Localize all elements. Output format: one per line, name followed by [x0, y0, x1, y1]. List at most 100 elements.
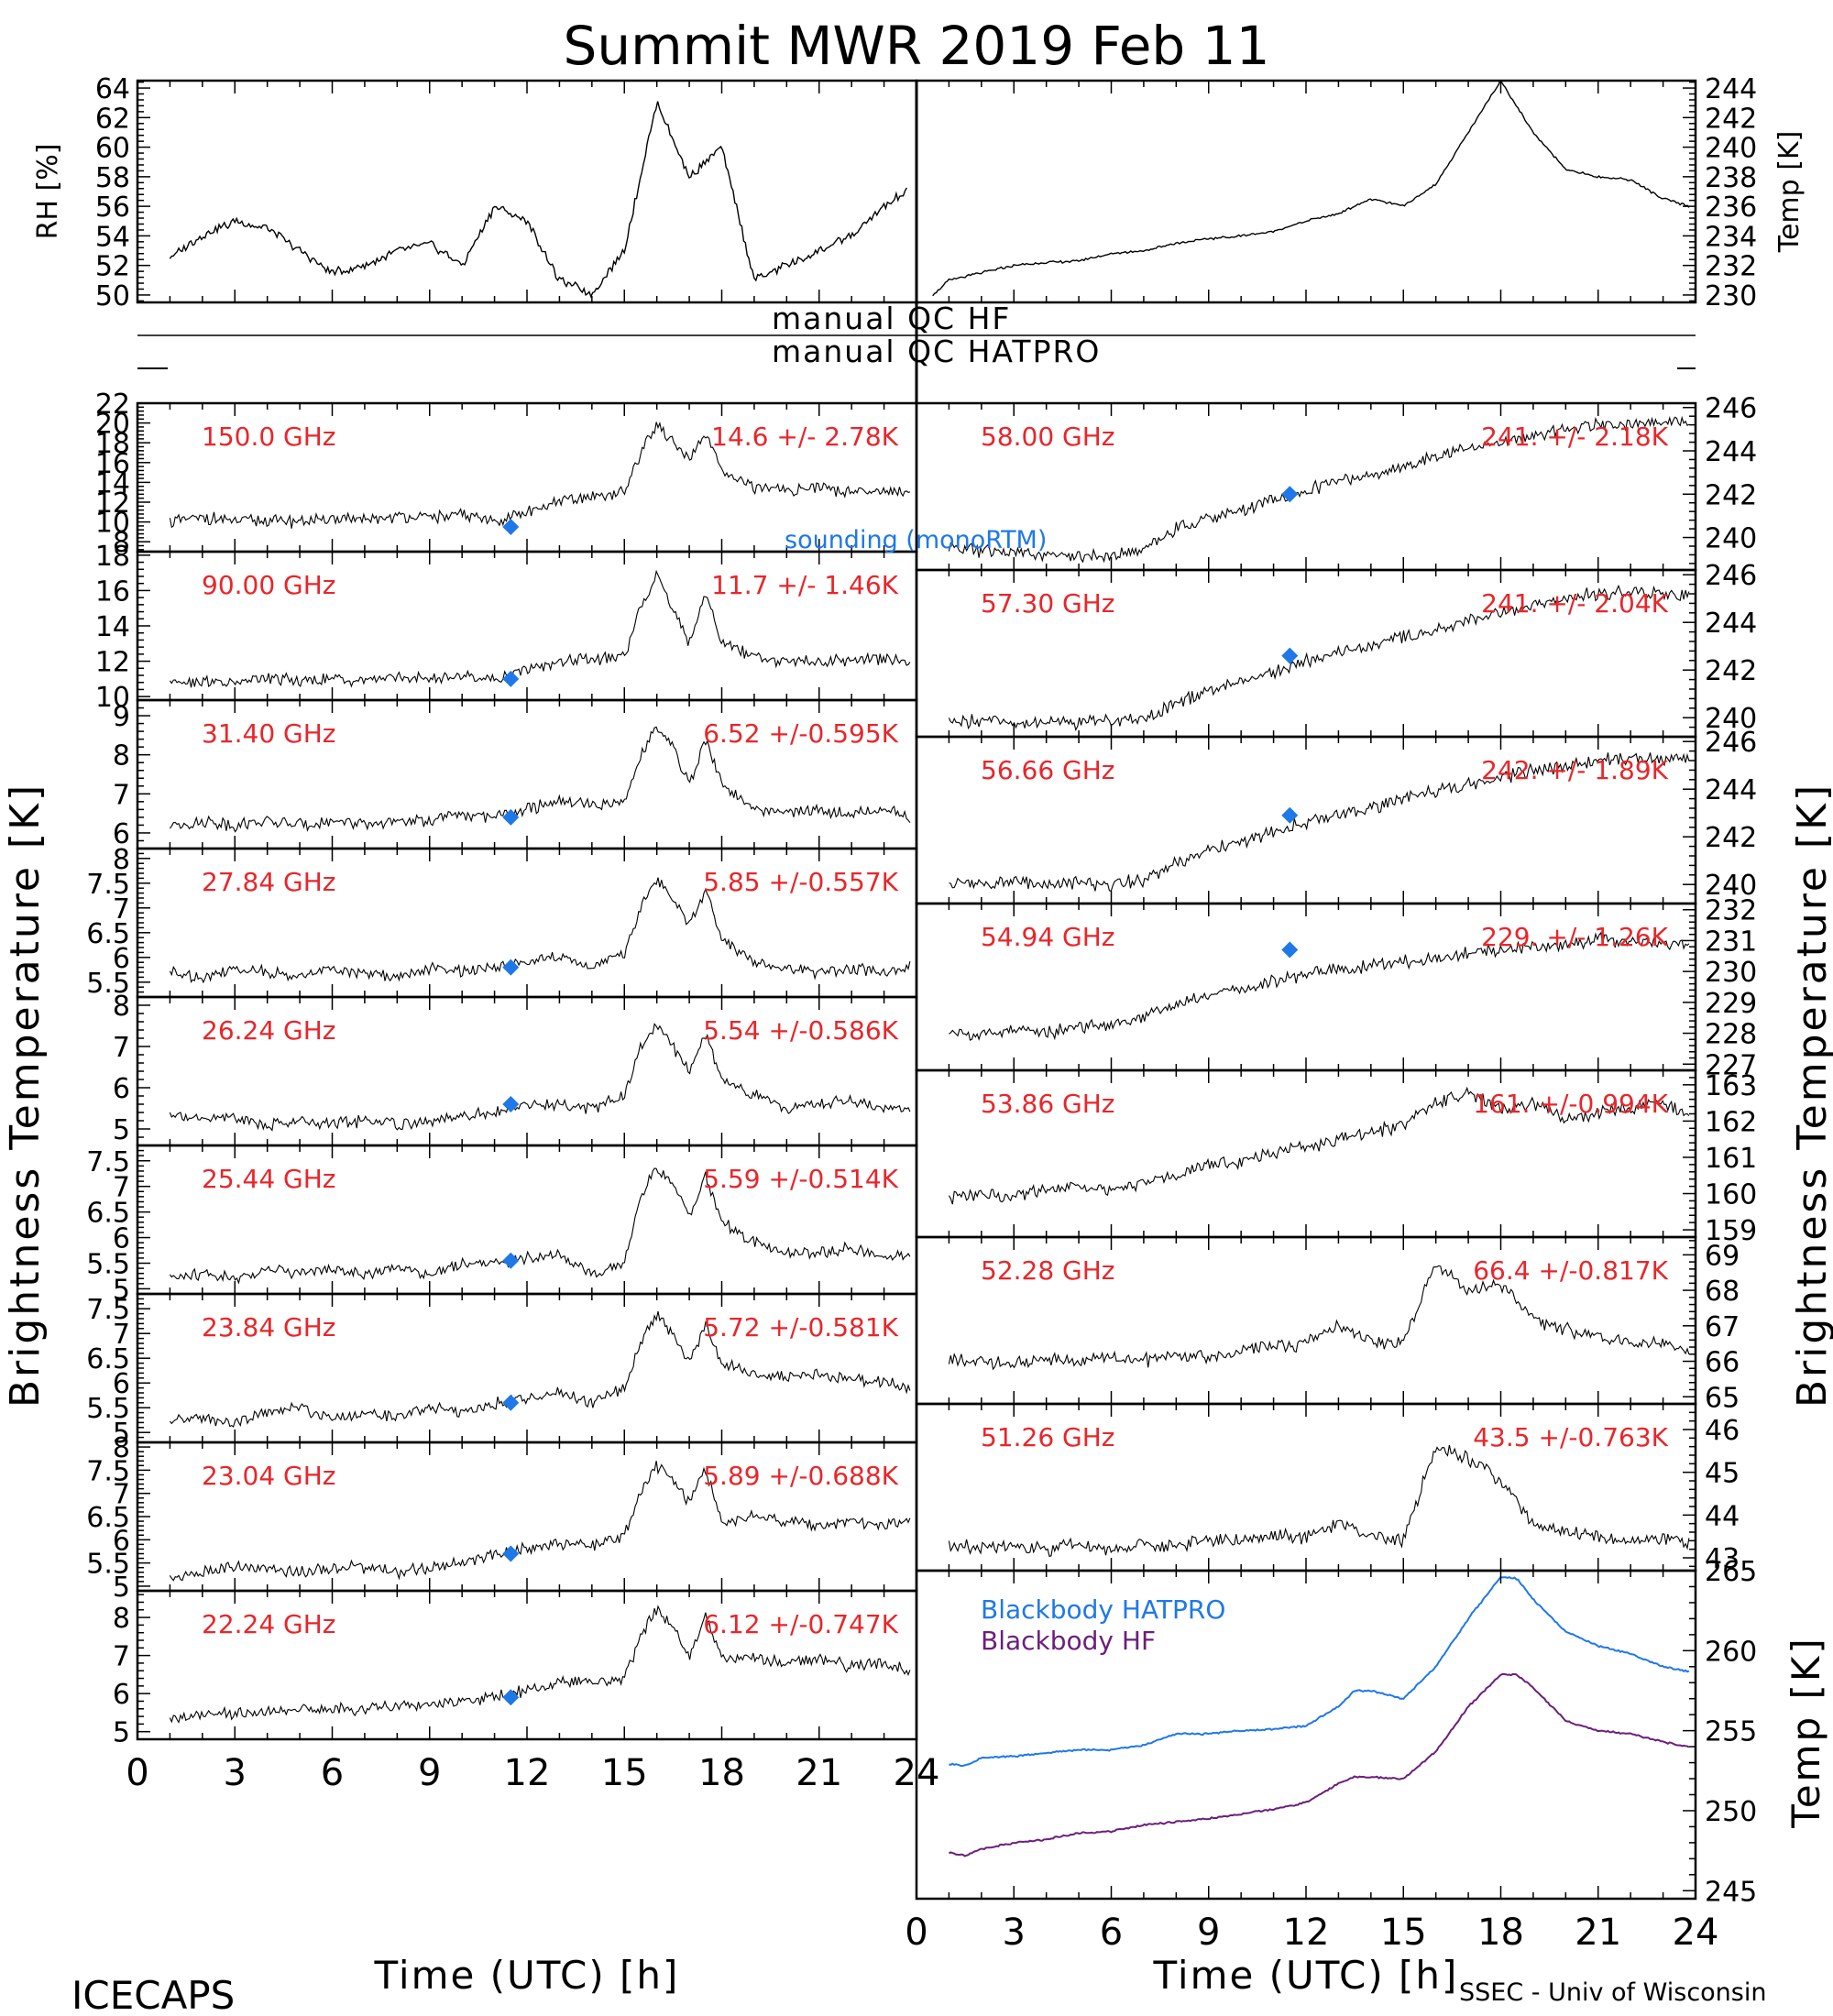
- left-series-line-0: [169, 422, 911, 529]
- right-ytick-label-4-3: 162: [1705, 1106, 1757, 1138]
- right-series-line-3: [949, 931, 1690, 1041]
- right-xtick-label-4: 12: [1283, 1912, 1330, 1954]
- right-ytick-label-2-2: 244: [1705, 774, 1757, 806]
- left-ytick-label-2-3: 9: [113, 701, 130, 733]
- left-ytick-label-4-2: 7: [113, 1032, 130, 1064]
- right-ytick-label-5-3: 68: [1705, 1276, 1740, 1308]
- right-ytick-label-met-1: 232: [1705, 251, 1757, 283]
- left-ytick-label-0-5: 18: [95, 428, 130, 460]
- right-ytick-label-3-3: 230: [1705, 957, 1757, 989]
- left-sounding-marker-4: [502, 1096, 520, 1112]
- right-ytick-label-2-0: 240: [1705, 870, 1757, 902]
- left-ytick-label-2-0: 6: [113, 818, 130, 850]
- left-ytick-label-1-1: 12: [95, 647, 130, 679]
- left-ytick-label-1-4: 18: [95, 541, 130, 573]
- right-xtick-label-3: 9: [1197, 1912, 1220, 1954]
- temp-axis-label: Temp [K]: [1773, 131, 1806, 254]
- right-stat-label-5: 66.4 +/-0.817K: [1473, 1255, 1668, 1286]
- right-ytick-label-5-2: 67: [1705, 1311, 1740, 1343]
- blackbody-series-line-0: [949, 1575, 1690, 1768]
- left-freq-label-7: 23.04 GHz: [202, 1461, 336, 1491]
- temp-series-line: [932, 80, 1690, 297]
- right-ytick-label-3-4: 231: [1705, 926, 1757, 958]
- left-xtick-label-1: 3: [224, 1752, 247, 1794]
- left-panel-frame-met: [136, 79, 918, 304]
- left-ytick-label-7-0: 5: [113, 1572, 130, 1604]
- left-ytick-label-met-7: 64: [95, 73, 130, 105]
- right-xtick-label-1: 3: [1003, 1912, 1026, 1954]
- right-panel-frame-met: [915, 79, 1697, 304]
- left-freq-label-5: 25.44 GHz: [202, 1164, 336, 1194]
- right-freq-label-4: 53.86 GHz: [981, 1089, 1115, 1119]
- left-ytick-label-6-3: 6.5: [86, 1343, 130, 1375]
- left-ytick-label-6-0: 5: [113, 1418, 130, 1450]
- axis-ticks: [137, 81, 1696, 1899]
- right-ytick-label-met-6: 242: [1705, 103, 1757, 135]
- right-sounding-marker-2: [1281, 806, 1299, 824]
- footer-ssec: SSEC - Univ of Wisconsin: [1459, 1978, 1766, 2007]
- right-sounding-marker-3: [1281, 941, 1299, 959]
- left-xtick-label-3: 9: [418, 1752, 441, 1794]
- x-axis-label-right: Time (UTC) [h]: [1153, 1953, 1459, 1998]
- right-series-line-5: [948, 1265, 1690, 1371]
- left-ytick-label-7-6: 8: [113, 1432, 130, 1464]
- left-ytick-label-2-1: 7: [113, 779, 130, 811]
- right-ytick-label-bb-0: 245: [1705, 1876, 1757, 1908]
- right-ytick-label-1-3: 246: [1705, 560, 1757, 592]
- right-ytick-label-met-5: 240: [1705, 133, 1757, 165]
- left-xtick-label-4: 12: [504, 1752, 551, 1794]
- right-ytick-label-met-7: 244: [1705, 73, 1757, 105]
- right-ytick-label-2-1: 242: [1705, 822, 1757, 854]
- left-sounding-marker-7: [502, 1545, 520, 1562]
- right-freq-label-2: 56.66 GHz: [981, 755, 1115, 785]
- left-sounding-marker-3: [502, 959, 520, 976]
- right-ytick-label-5-0: 65: [1705, 1382, 1740, 1414]
- right-ytick-label-0-2: 244: [1705, 436, 1757, 468]
- left-stat-label-3: 5.85 +/-0.557K: [703, 867, 898, 897]
- left-freq-label-4: 26.24 GHz: [202, 1015, 336, 1046]
- right-ytick-label-bb-4: 265: [1705, 1556, 1757, 1588]
- left-sounding-marker-6: [502, 1394, 520, 1411]
- right-ytick-label-2-3: 246: [1705, 727, 1757, 759]
- left-ytick-label-met-6: 62: [95, 103, 130, 135]
- left-sounding-marker-0: [502, 519, 520, 535]
- right-stat-label-4: 161. +/-0.994K: [1473, 1089, 1668, 1119]
- left-ytick-label-5-4: 7: [113, 1172, 130, 1204]
- right-y-axis-label: Brightness Temperature [K]: [1789, 783, 1833, 1408]
- right-ytick-label-6-2: 45: [1705, 1458, 1740, 1490]
- left-xtick-label-6: 18: [698, 1752, 745, 1794]
- right-ytick-label-met-3: 236: [1705, 192, 1757, 224]
- right-stat-label-2: 242. +/- 1.89K: [1481, 755, 1668, 785]
- left-ytick-label-0-2: 12: [95, 488, 130, 520]
- left-ytick-label-met-1: 52: [95, 251, 130, 283]
- left-ytick-label-7-5: 7.5: [86, 1455, 130, 1487]
- right-ytick-label-6-1: 44: [1705, 1500, 1740, 1532]
- left-ytick-label-0-0: 8: [113, 527, 130, 559]
- left-ytick-label-8-1: 6: [113, 1679, 130, 1711]
- left-xtick-label-0: 0: [126, 1752, 148, 1794]
- rh-series-line: [169, 101, 908, 299]
- right-xtick-label-7: 21: [1575, 1912, 1621, 1954]
- right-ytick-label-4-1: 160: [1705, 1179, 1757, 1211]
- left-ytick-label-7-2: 6: [113, 1525, 130, 1557]
- left-series-line-4: [169, 1023, 911, 1132]
- right-ytick-label-3-0: 227: [1705, 1049, 1757, 1081]
- right-ytick-label-0-3: 246: [1705, 393, 1757, 425]
- right-series-line-0: [948, 415, 1690, 564]
- left-ytick-label-3-5: 8: [113, 844, 130, 876]
- right-ytick-label-bb-3: 260: [1705, 1636, 1757, 1668]
- right-freq-label-5: 52.28 GHz: [981, 1255, 1115, 1286]
- left-freq-label-6: 23.84 GHz: [202, 1312, 336, 1342]
- left-ytick-label-5-2: 6: [113, 1223, 130, 1255]
- left-ytick-label-5-0: 5: [113, 1274, 130, 1306]
- left-xtick-label-8: 24: [894, 1752, 940, 1794]
- left-ytick-label-0-1: 10: [95, 508, 130, 540]
- left-ytick-label-0-6: 20: [95, 409, 130, 441]
- right-freq-label-3: 54.94 GHz: [981, 922, 1115, 952]
- left-xtick-label-5: 15: [601, 1752, 648, 1794]
- left-series-line-7: [169, 1461, 911, 1582]
- x-axis-label-left: Time (UTC) [h]: [374, 1953, 680, 1998]
- right-stat-label-6: 43.5 +/-0.763K: [1473, 1422, 1668, 1452]
- left-ytick-label-3-2: 6.5: [86, 918, 130, 950]
